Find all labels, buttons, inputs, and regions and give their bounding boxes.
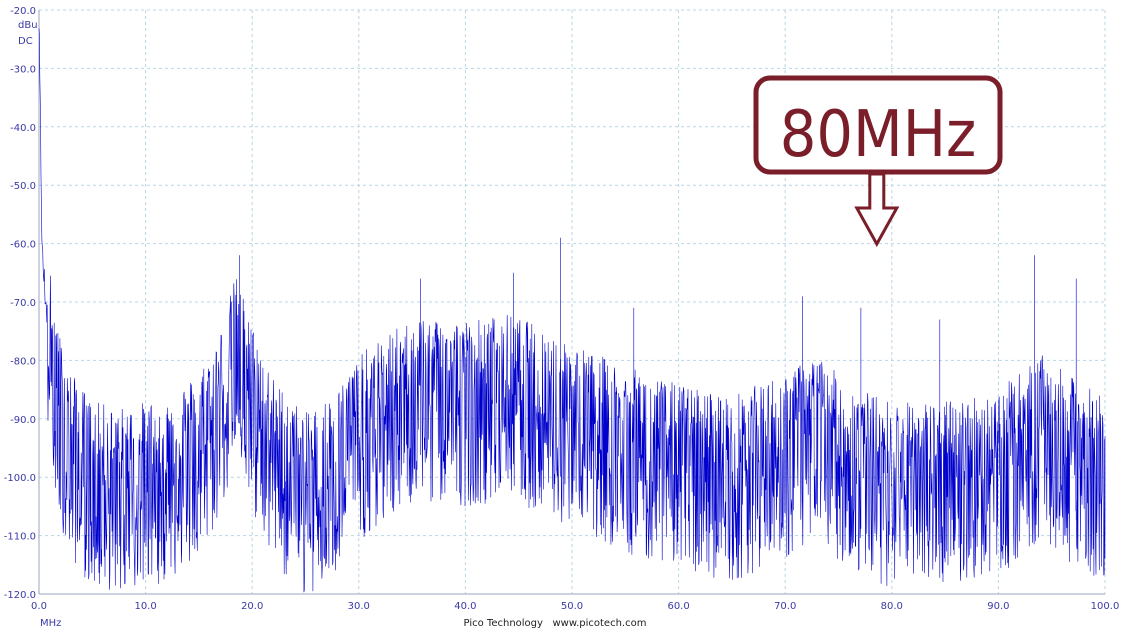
x-tick-label: 90.0 — [987, 601, 1009, 612]
spectrum-trace — [38, 28, 1106, 593]
down-arrow-icon — [854, 172, 900, 248]
y-tick-label: -50.0 — [10, 181, 36, 192]
y-tick-label: -90.0 — [10, 415, 36, 426]
y-tick-label: -120.0 — [4, 590, 36, 601]
x-tick-label: 50.0 — [561, 601, 583, 612]
callout-label: 80MHz — [780, 98, 976, 172]
y-tick-label: -100.0 — [4, 473, 36, 484]
y-axis-ticks: -20.0 -30.0 -40.0 -50.0 -60.0 -70.0 -80.0 -90.0… — [4, 6, 36, 601]
x-tick-label: 60.0 — [667, 601, 689, 612]
y-tick-label: -20.0 — [10, 6, 36, 17]
y-tick-label: -80.0 — [10, 356, 36, 367]
x-tick-label: 100.0 — [1091, 601, 1120, 612]
x-tick-label: 70.0 — [774, 601, 796, 612]
callout-box — [753, 75, 1003, 175]
x-tick-label: 40.0 — [454, 601, 476, 612]
footer-credit: Pico Technology www.picotech.com — [464, 618, 647, 629]
y-tick-label: -40.0 — [10, 123, 36, 134]
coupling-label: DC — [18, 36, 33, 47]
y-tick-label: -110.0 — [4, 532, 36, 543]
x-tick-label: 80.0 — [881, 601, 903, 612]
x-tick-label: 10.0 — [134, 601, 156, 612]
callout-annotation: 80MHz — [753, 75, 1003, 248]
x-tick-label: 20.0 — [241, 601, 263, 612]
y-tick-label: -60.0 — [10, 240, 36, 251]
x-tick-label: 30.0 — [348, 601, 370, 612]
y-tick-label: -70.0 — [10, 298, 36, 309]
x-tick-label: 0.0 — [31, 601, 47, 612]
y-unit-label: dBu — [18, 20, 38, 31]
y-tick-label: -30.0 — [10, 64, 36, 75]
x-axis-ticks: 0.0 10.0 20.0 30.0 40.0 50.0 60.0 70.0 80.0 90.0 1… — [31, 601, 1119, 612]
x-unit-label: MHz — [40, 618, 61, 629]
